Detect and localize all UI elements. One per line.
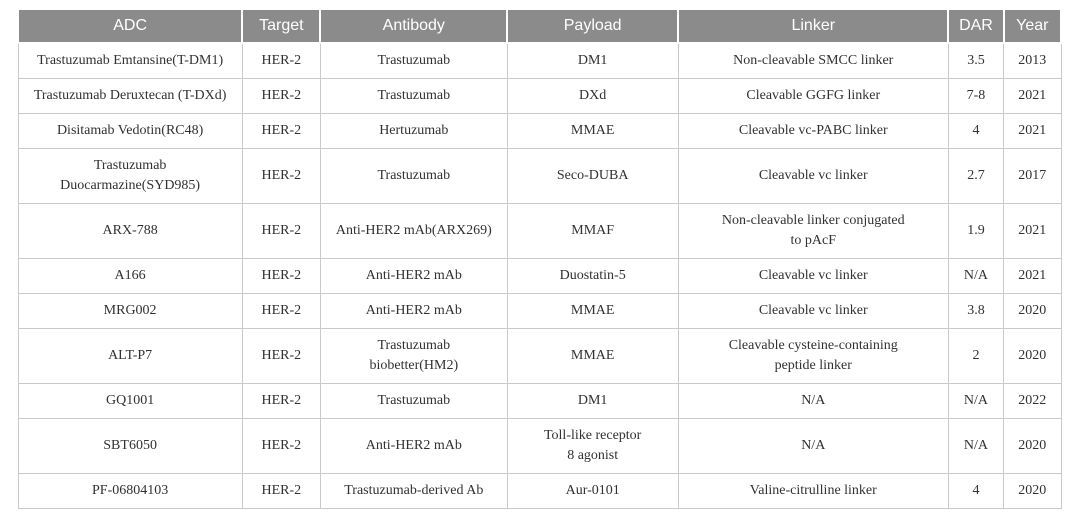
cell-target: HER-2 <box>241 258 321 294</box>
table-row: ALT-P7 HER-2 Trastuzumab biobetter(HM2) … <box>17 328 1062 384</box>
cell-adc: ARX-788 <box>17 203 243 259</box>
column-header-year: Year <box>1002 8 1063 44</box>
cell-payload: DM1 <box>506 383 679 419</box>
cell-payload: MMAF <box>506 203 679 259</box>
cell-target: HER-2 <box>241 473 321 509</box>
cell-year: 2021 <box>1003 113 1062 149</box>
cell-linker: Cleavable vc-PABC linker <box>677 113 949 149</box>
cell-linker: N/A <box>677 418 949 474</box>
cell-adc: MRG002 <box>17 293 243 329</box>
table-body: Trastuzumab Emtansine(T-DM1) HER-2 Trast… <box>17 42 1062 509</box>
cell-antibody: Trastuzumab <box>319 148 508 204</box>
column-header-target: Target <box>241 8 322 44</box>
cell-linker: Non-cleavable linker conjugated to pAcF <box>677 203 949 259</box>
cell-payload: MMAE <box>506 293 679 329</box>
cell-antibody: Hertuzumab <box>319 113 508 149</box>
cell-year: 2022 <box>1003 383 1062 419</box>
cell-payload: MMAE <box>506 328 679 384</box>
cell-year: 2020 <box>1003 293 1062 329</box>
table-header-row: ADC Target Antibody Payload Linker DAR Y… <box>16 8 1063 44</box>
cell-dar: 3.5 <box>947 42 1005 79</box>
cell-dar: 4 <box>947 113 1005 149</box>
cell-antibody: Trastuzumab <box>319 383 508 419</box>
cell-antibody: Anti-HER2 mAb <box>319 293 508 329</box>
cell-payload: Duostatin-5 <box>506 258 679 294</box>
adc-table-container: ADC Target Antibody Payload Linker DAR Y… <box>16 8 1063 509</box>
table-row: Trastuzumab Emtansine(T-DM1) HER-2 Trast… <box>17 42 1062 79</box>
cell-year: 2021 <box>1003 78 1062 114</box>
cell-payload: Aur-0101 <box>506 473 679 509</box>
cell-target: HER-2 <box>241 42 321 79</box>
cell-dar: N/A <box>947 418 1005 474</box>
cell-linker: Cleavable cysteine-containing peptide li… <box>677 328 949 384</box>
cell-year: 2021 <box>1003 203 1062 259</box>
cell-antibody: Trastuzumab <box>319 42 508 79</box>
cell-adc: ALT-P7 <box>17 328 243 384</box>
cell-antibody: Anti-HER2 mAb <box>319 418 508 474</box>
table-row: MRG002 HER-2 Anti-HER2 mAb MMAE Cleavabl… <box>17 293 1062 329</box>
cell-adc: Trastuzumab Emtansine(T-DM1) <box>17 42 243 79</box>
cell-dar: 7-8 <box>947 78 1005 114</box>
cell-payload: Seco-DUBA <box>506 148 679 204</box>
cell-target: HER-2 <box>241 383 321 419</box>
cell-linker: Cleavable vc linker <box>677 148 949 204</box>
column-header-payload: Payload <box>506 8 680 44</box>
cell-target: HER-2 <box>241 78 321 114</box>
cell-dar: 4 <box>947 473 1005 509</box>
cell-dar: 1.9 <box>947 203 1005 259</box>
cell-antibody: Trastuzumab-derived Ab <box>319 473 508 509</box>
cell-payload: DM1 <box>506 42 679 79</box>
cell-antibody: Trastuzumab biobetter(HM2) <box>319 328 508 384</box>
cell-adc: SBT6050 <box>17 418 243 474</box>
cell-payload: DXd <box>506 78 679 114</box>
adc-table: ADC Target Antibody Payload Linker DAR Y… <box>16 8 1063 509</box>
table-row: Disitamab Vedotin(RC48) HER-2 Hertuzumab… <box>17 113 1062 149</box>
table-row: ARX-788 HER-2 Anti-HER2 mAb(ARX269) MMAF… <box>17 203 1062 259</box>
cell-payload: Toll-like receptor 8 agonist <box>506 418 679 474</box>
table-row: A166 HER-2 Anti-HER2 mAb Duostatin-5 Cle… <box>17 258 1062 294</box>
cell-payload: MMAE <box>506 113 679 149</box>
table-row: SBT6050 HER-2 Anti-HER2 mAb Toll-like re… <box>17 418 1062 474</box>
column-header-adc: ADC <box>16 8 244 44</box>
cell-linker: Non-cleavable SMCC linker <box>677 42 949 79</box>
cell-antibody: Anti-HER2 mAb(ARX269) <box>319 203 508 259</box>
table-row: Trastuzumab Deruxtecan (T-DXd) HER-2 Tra… <box>17 78 1062 114</box>
cell-dar: N/A <box>947 383 1005 419</box>
cell-linker: Valine-citrulline linker <box>677 473 949 509</box>
cell-adc: Disitamab Vedotin(RC48) <box>17 113 243 149</box>
cell-dar: 2.7 <box>947 148 1005 204</box>
cell-year: 2013 <box>1003 42 1062 79</box>
cell-antibody: Trastuzumab <box>319 78 508 114</box>
cell-linker: Cleavable vc linker <box>677 293 949 329</box>
column-header-linker: Linker <box>677 8 950 44</box>
cell-target: HER-2 <box>241 328 321 384</box>
table-row: GQ1001 HER-2 Trastuzumab DM1 N/A N/A 202… <box>17 383 1062 419</box>
cell-adc: Trastuzumab Duocarmazine(SYD985) <box>17 148 243 204</box>
cell-target: HER-2 <box>241 418 321 474</box>
cell-year: 2020 <box>1003 418 1062 474</box>
cell-adc: PF-06804103 <box>17 473 243 509</box>
cell-year: 2020 <box>1003 473 1062 509</box>
cell-dar: N/A <box>947 258 1005 294</box>
table-row: PF-06804103 HER-2 Trastuzumab-derived Ab… <box>17 473 1062 509</box>
cell-year: 2021 <box>1003 258 1062 294</box>
column-header-dar: DAR <box>947 8 1005 44</box>
cell-dar: 3.8 <box>947 293 1005 329</box>
cell-linker: N/A <box>677 383 949 419</box>
cell-target: HER-2 <box>241 113 321 149</box>
cell-adc: Trastuzumab Deruxtecan (T-DXd) <box>17 78 243 114</box>
table-row: Trastuzumab Duocarmazine(SYD985) HER-2 T… <box>17 148 1062 204</box>
cell-antibody: Anti-HER2 mAb <box>319 258 508 294</box>
cell-adc: GQ1001 <box>17 383 243 419</box>
cell-linker: Cleavable GGFG linker <box>677 78 949 114</box>
cell-dar: 2 <box>947 328 1005 384</box>
cell-year: 2017 <box>1003 148 1062 204</box>
column-header-antibody: Antibody <box>319 8 509 44</box>
cell-adc: A166 <box>17 258 243 294</box>
cell-year: 2020 <box>1003 328 1062 384</box>
cell-target: HER-2 <box>241 203 321 259</box>
cell-linker: Cleavable vc linker <box>677 258 949 294</box>
cell-target: HER-2 <box>241 293 321 329</box>
cell-target: HER-2 <box>241 148 321 204</box>
